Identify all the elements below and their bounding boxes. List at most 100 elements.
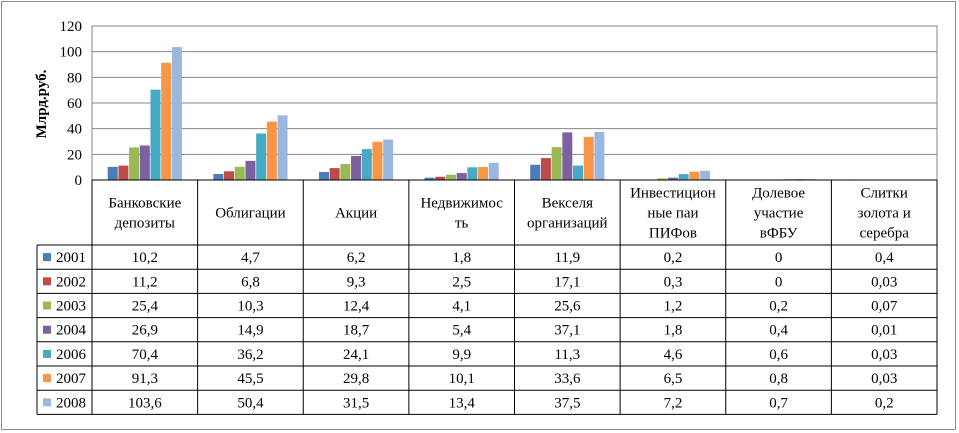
table-cell: 0	[775, 274, 783, 290]
table-cell: 11,2	[132, 274, 158, 290]
table-cell: 4,6	[664, 347, 683, 363]
table-cell: 6,2	[347, 250, 366, 266]
table-cell: 45,5	[237, 371, 263, 387]
bar-2006-4	[573, 165, 584, 180]
bar-2004-5	[667, 177, 678, 180]
bar-2003-2	[340, 164, 351, 180]
table-cell: 0,03	[871, 347, 897, 363]
table-cell: 6,5	[664, 371, 683, 387]
table-cell: 17,1	[554, 274, 580, 290]
bar-2004-1	[245, 160, 256, 180]
table-cell: 4,7	[241, 250, 260, 266]
bar-2003-0	[129, 147, 140, 180]
y-tick-label: 80	[67, 70, 82, 86]
category-label: Инвестицион ные паи ПИФов	[630, 186, 716, 242]
y-tick-label: 20	[67, 147, 82, 163]
table-cell: 13,4	[449, 395, 476, 411]
bar-2001-3	[424, 177, 435, 180]
table-cell: 0,4	[875, 250, 894, 266]
table-cell: 0,8	[769, 371, 788, 387]
legend-label: 2008	[56, 395, 86, 411]
bar-2008-5	[700, 170, 711, 180]
bar-2004-3	[456, 173, 467, 180]
bar-2008-3	[488, 162, 499, 180]
table-cell: 5,4	[452, 323, 471, 339]
bar-2001-0	[107, 166, 118, 180]
y-tick-label: 100	[60, 45, 83, 61]
bar-2006-2	[361, 149, 372, 180]
bar-2007-3	[478, 167, 489, 180]
table-cell: 0,4	[769, 323, 788, 339]
gridlines	[91, 25, 938, 181]
table-cell: 2,5	[452, 274, 471, 290]
category-label: Акции	[335, 206, 377, 222]
table-cell: 4,1	[452, 299, 471, 315]
table-cell: 37,1	[554, 323, 580, 339]
table-cell: 25,6	[554, 299, 581, 315]
bar-2008-0	[171, 47, 182, 181]
y-tick-label: 0	[75, 173, 83, 189]
bar-2007-0	[161, 62, 172, 180]
table-cell: 24,1	[343, 347, 369, 363]
bar-2008-4	[594, 131, 605, 180]
category-label: Векселя организаций	[527, 196, 608, 232]
category-label: Банковские депозиты	[108, 196, 181, 232]
table-cell: 0,07	[871, 299, 898, 315]
table-cell: 50,4	[237, 395, 264, 411]
table-cell: 10,1	[449, 371, 475, 387]
table-cell: 0,2	[664, 250, 683, 266]
bar-2002-1	[224, 171, 235, 180]
table-cell: 14,9	[237, 323, 263, 339]
bar-2007-1	[266, 121, 277, 180]
y-tick-label: 40	[67, 122, 82, 138]
y-axis-label: Млрд.руб.	[34, 69, 50, 138]
table-cell: 91,3	[132, 371, 158, 387]
table-cell: 33,6	[554, 371, 581, 387]
bar-2001-1	[213, 173, 224, 180]
bars	[107, 47, 922, 181]
bar-2007-4	[583, 136, 594, 180]
table-cell: 0,03	[871, 274, 897, 290]
y-tick-label: 120	[60, 19, 83, 35]
legend-key-2001	[43, 253, 51, 262]
bar-2006-3	[467, 167, 478, 180]
bar-2006-0	[150, 89, 161, 180]
table-cell: 11,3	[554, 347, 580, 363]
bar-2003-1	[234, 166, 245, 180]
category-label: Облигации	[215, 206, 286, 222]
bar-2004-4	[562, 132, 573, 180]
bar-2007-6	[794, 178, 805, 180]
bar-2002-3	[435, 176, 446, 180]
table-cell: 29,8	[343, 371, 369, 387]
bar-2003-4	[551, 147, 562, 180]
table-cell: 25,4	[132, 299, 159, 315]
bar-2006-1	[256, 133, 267, 180]
bar-2006-5	[678, 174, 689, 180]
legend-key-2003	[43, 301, 51, 310]
data-table: Банковские депозиты Облигации Акции Недвижим…	[36, 179, 938, 415]
table-cell: 103,6	[128, 395, 162, 411]
category-label: Долевое участие вФБУ	[752, 186, 805, 242]
table-cell: 9,9	[452, 347, 471, 363]
bar-2004-2	[351, 156, 362, 180]
legend-label: 2007	[56, 371, 87, 387]
table-cell: 10,3	[237, 299, 263, 315]
table-cell: 18,7	[343, 323, 370, 339]
table-cell: 36,2	[237, 347, 263, 363]
legend-label: 2006	[56, 347, 87, 363]
legend-key-2004	[43, 325, 51, 334]
table-cell: 1,8	[452, 250, 471, 266]
bar-2007-5	[689, 171, 700, 180]
table-cell: 0,3	[664, 274, 683, 290]
table-cell: 0,01	[871, 323, 897, 339]
bar-2001-4	[530, 164, 541, 180]
table-cell: 0	[775, 250, 783, 266]
table-cell: 9,3	[347, 274, 366, 290]
table-cell: 0,7	[769, 395, 788, 411]
table-cell: 0,2	[769, 299, 788, 315]
category-label: Слитки золота и серебра	[858, 186, 911, 242]
table-cell: 1,8	[664, 323, 683, 339]
legend-key-2002	[43, 277, 51, 286]
